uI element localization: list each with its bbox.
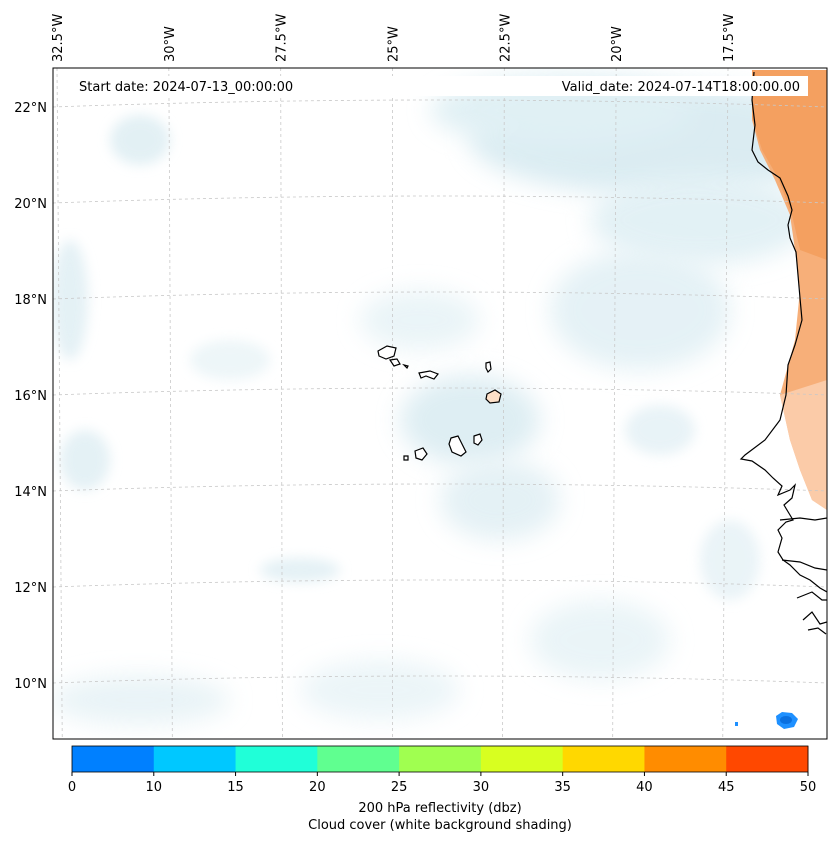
longitude-tick-label: 17.5°W <box>722 14 737 62</box>
meridian-gridline <box>722 68 729 739</box>
island-sao-nicolau <box>418 370 439 380</box>
longitude-tick-label: 20°W <box>610 26 625 62</box>
africa-coastline <box>739 71 827 593</box>
island-sao-vicente <box>388 358 401 367</box>
island-brava <box>403 455 409 461</box>
colorbar-tick-label: 25 <box>391 780 408 795</box>
colorbar-tick-label: 0 <box>68 780 76 795</box>
island-fogo <box>414 447 428 461</box>
parallel-gridline <box>53 195 827 204</box>
start-date-text: Start date: 2024-07-13_00:00:00 <box>79 80 293 95</box>
colorbar-segment <box>317 746 400 772</box>
meridian-gridline <box>280 68 283 739</box>
meridian-gridline <box>168 68 173 739</box>
colorbar-tick-label: 40 <box>636 780 653 795</box>
latitude-tick-labels: 22°N 20°N 18°N 16°N 14°N 12°N 10°N <box>14 101 47 692</box>
colorbar-segment <box>726 746 809 772</box>
island-sal <box>485 361 492 374</box>
colorbar-segment <box>153 746 237 772</box>
colorbar-segment <box>644 746 727 772</box>
latitude-tick-label: 18°N <box>14 293 47 308</box>
colorbar-segment <box>480 746 564 772</box>
reflectivity-shading <box>488 70 827 510</box>
colorbar-tick-label: 10 <box>146 780 163 795</box>
colorbar-segment <box>235 746 318 772</box>
island-santa-luzia <box>402 363 409 370</box>
colorbar-segment <box>562 746 645 772</box>
gridlines <box>53 68 827 739</box>
latitude-tick-label: 12°N <box>14 581 47 596</box>
island-boa-vista <box>485 389 502 404</box>
parallel-gridline <box>53 99 827 108</box>
meridian-gridline <box>56 68 63 739</box>
valid-date-text: Valid_date: 2024-07-14T18:00:00.00 <box>562 80 800 95</box>
parallel-gridline <box>53 675 827 684</box>
longitude-tick-label: 25°W <box>387 26 402 62</box>
parallel-gridline <box>53 291 827 300</box>
colorbar-tick-label: 30 <box>473 780 490 795</box>
latitude-tick-label: 14°N <box>14 485 47 500</box>
colorbar-label-line1: 200 hPa reflectivity (dbz) <box>358 801 522 816</box>
guinea-bissau-coast <box>781 559 827 635</box>
island-santiago <box>448 435 467 457</box>
storm-cell <box>735 712 798 729</box>
island-santo-antao <box>377 345 397 360</box>
island-maio <box>473 433 483 446</box>
gambia-river <box>779 517 827 521</box>
latitude-tick-label: 10°N <box>14 677 47 692</box>
latitude-tick-label: 16°N <box>14 389 47 404</box>
date-annotation-box <box>72 76 808 96</box>
colorbar-label-line2: Cloud cover (white background shading) <box>308 818 572 833</box>
meridian-gridline <box>502 68 505 739</box>
longitude-tick-label: 32.5°W <box>51 14 66 62</box>
colorbar-tick-label: 15 <box>227 780 244 795</box>
colorbar-segment <box>72 746 155 772</box>
colorbar-tick-label: 50 <box>800 780 817 795</box>
longitude-tick-labels: 32.5°W 30°W 27.5°W 25°W 22.5°W 20°W 17.5°W <box>51 14 737 62</box>
longitude-tick-label: 22.5°W <box>498 14 513 62</box>
longitude-tick-label: 30°W <box>163 26 178 62</box>
longitude-tick-label: 27.5°W <box>275 14 290 62</box>
colorbar-tick-label: 45 <box>718 780 735 795</box>
parallel-gridline <box>53 579 827 588</box>
colorbar-frame <box>71 745 809 773</box>
colorbar-tick-label: 20 <box>309 780 326 795</box>
colorbar-tick-label: 35 <box>554 780 571 795</box>
parallel-gridline <box>53 483 827 492</box>
cape-verde-islands <box>377 345 502 461</box>
colorbar: 0 10 15 20 25 30 35 40 45 50 <box>68 745 817 795</box>
parallel-gridline <box>53 387 827 396</box>
map-frame <box>52 67 828 740</box>
meridian-gridline <box>612 68 617 739</box>
colorbar-segment <box>399 746 482 772</box>
latitude-tick-label: 22°N <box>14 101 47 116</box>
latitude-tick-label: 20°N <box>14 197 47 212</box>
